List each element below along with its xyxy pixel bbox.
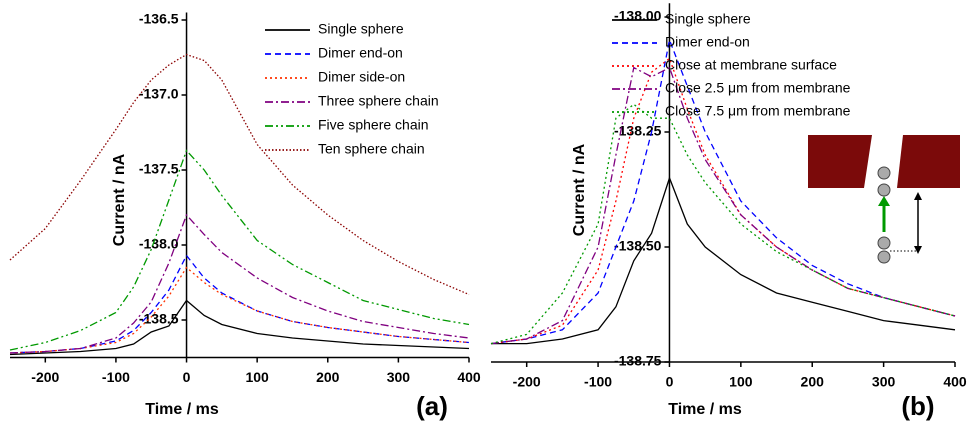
y-tick-label: -137.5 [139, 161, 179, 177]
y-axis-title: Current / nA [111, 153, 128, 246]
x-axis-title: Time / ms [145, 401, 219, 418]
legend-label: Ten sphere chain [318, 141, 425, 157]
x-axis-title: Time / ms [668, 401, 742, 418]
legend-label: Three sphere chain [318, 93, 439, 109]
x-tick-label: -100 [584, 374, 612, 390]
y-tick-label: -138.75 [614, 353, 662, 369]
legend-label: Close 2.5 μm from membrane [665, 80, 851, 96]
sphere [877, 183, 891, 197]
y-tick-label: -136.5 [139, 11, 179, 27]
legend-label: Five sphere chain [318, 117, 429, 133]
y-tick-label: -138.00 [614, 8, 662, 24]
sphere [877, 236, 891, 250]
legend-label: Single sphere [665, 11, 751, 27]
x-tick-label: 100 [245, 369, 269, 385]
x-tick-label: -100 [102, 369, 130, 385]
series-line [490, 37, 956, 345]
panel-label: (b) [901, 391, 934, 421]
series-line [9, 299, 470, 356]
series-line [490, 57, 956, 345]
panel-label: (a) [416, 391, 448, 421]
x-tick-label: -200 [31, 369, 59, 385]
x-tick-label: 200 [316, 369, 340, 385]
series-line [9, 213, 470, 354]
series-line [9, 266, 470, 354]
legend-label: Dimer end-on [318, 45, 403, 61]
legend-label: Dimer end-on [665, 34, 750, 50]
x-tick-label: 300 [387, 369, 411, 385]
arrow-head [914, 246, 922, 254]
x-tick-label: 300 [872, 374, 896, 390]
x-tick-label: -200 [513, 374, 541, 390]
legend-label: Single sphere [318, 21, 404, 37]
series-line [9, 254, 470, 354]
y-axis-title: Current / nA [571, 143, 588, 236]
x-tick-label: 100 [729, 374, 753, 390]
x-tick-label: 400 [457, 369, 481, 385]
membrane-left [808, 135, 872, 188]
legend-label: Close at membrane surface [665, 57, 837, 73]
membrane-inset [808, 135, 960, 264]
arrow-head [914, 192, 922, 200]
series-line [9, 53, 470, 296]
x-tick-label: 200 [801, 374, 825, 390]
x-tick-label: 0 [183, 369, 191, 385]
membrane-right [897, 135, 960, 188]
legend-label: Dimer side-on [318, 69, 405, 85]
series-line [491, 176, 956, 345]
y-tick-label: -137.0 [139, 86, 179, 102]
series-line [9, 149, 470, 351]
y-tick-label: -138.50 [614, 238, 662, 254]
sphere [877, 250, 891, 264]
x-tick-label: 0 [666, 374, 674, 390]
x-tick-label: 400 [943, 374, 967, 390]
y-tick-label: -138.5 [139, 311, 179, 327]
y-tick-label: -138.25 [614, 123, 662, 139]
green-arrow-head [878, 196, 890, 206]
y-tick-label: -138.0 [139, 236, 179, 252]
sphere [877, 166, 891, 180]
legend-label: Close 7.5 μm from membrane [665, 103, 851, 119]
series-line [490, 103, 956, 345]
